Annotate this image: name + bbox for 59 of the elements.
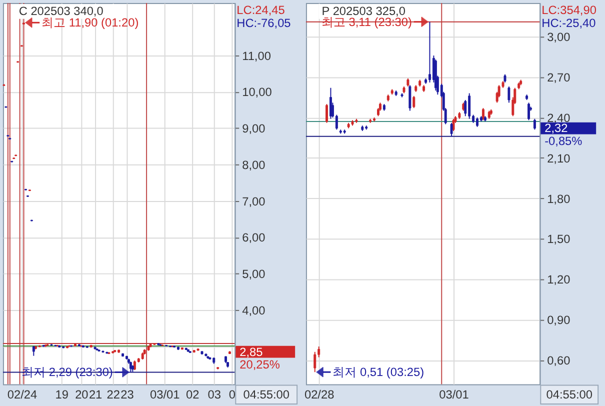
candlestick (508, 86, 510, 104)
candlestick (32, 346, 35, 356)
x-tick-label: 20 (75, 388, 89, 402)
y-tick-label: 8,00 (242, 158, 266, 172)
y-tick-label: 3,00 (547, 30, 571, 44)
candlestick (468, 92, 471, 120)
candlestick (533, 118, 536, 130)
y-tick-label: 2,70 (547, 70, 571, 85)
candlestick (329, 87, 332, 120)
y-tick-label: 6,00 (242, 230, 266, 245)
y-tick-label: 5,00 (242, 267, 266, 282)
x-tick-label: 02/28 (304, 388, 335, 402)
candlestick (408, 84, 412, 112)
x-tick-label: 0 (228, 388, 236, 402)
x-tick-label: 22 (106, 388, 120, 402)
x-tick-label: 03 (208, 388, 222, 402)
x-tick-label: 03/01 (439, 388, 470, 402)
y-tick-label: 11,00 (242, 48, 272, 63)
y-tick-label: 1,20 (547, 272, 571, 287)
candlestick (476, 117, 479, 128)
candlestick (133, 360, 136, 371)
candlestick (450, 122, 453, 137)
x-tick-label: 02 (186, 388, 200, 402)
candlestick (482, 108, 484, 121)
x-tick-label: 03/01 (150, 388, 180, 402)
text: LC:354,90 (542, 2, 597, 17)
y-tick-label: 4,00 (242, 303, 266, 318)
text: 2,85 (240, 344, 264, 359)
text: 04:55:00 (243, 388, 290, 402)
candlestick (428, 21, 431, 83)
y-tick-label: 9,00 (242, 122, 266, 136)
annotation: 최고 11,90 (01:20) (42, 16, 139, 30)
chart-title: C 202503 340,0 (18, 4, 104, 18)
y-tick-label: 0,90 (547, 313, 571, 328)
y-tick-label: 0,60 (547, 353, 571, 368)
text: -0,85% (544, 134, 583, 148)
candlestick (326, 104, 328, 124)
y-tick-label: 1,50 (547, 232, 571, 246)
x-tick-label: 21 (88, 388, 103, 402)
x-tick-label: 19 (55, 388, 69, 402)
text: 20,25% (240, 358, 280, 372)
y-tick-label: 7,00 (242, 194, 266, 208)
text: HC:-25,40 (542, 16, 596, 30)
x-tick-label: 02/24 (7, 388, 38, 402)
candlestick (314, 351, 316, 373)
candlestick (129, 361, 132, 373)
text: 04:55:00 (546, 388, 593, 402)
candlestick (464, 99, 467, 117)
annotation: 최저 0,51 (03:25) (332, 365, 424, 380)
text: HC:-76,05 (236, 16, 292, 30)
candlestick (452, 118, 455, 132)
y-tick-label: 2,10 (547, 151, 571, 166)
text: LC:24,45 (236, 2, 286, 17)
y-tick-label: 10,00 (242, 85, 272, 100)
x-tick-label: 23 (120, 388, 134, 402)
chart-title: P 202503 325,0 (322, 4, 406, 18)
candlestick (528, 102, 530, 121)
candlestick (412, 95, 416, 109)
y-tick-label: 1,80 (547, 192, 571, 206)
